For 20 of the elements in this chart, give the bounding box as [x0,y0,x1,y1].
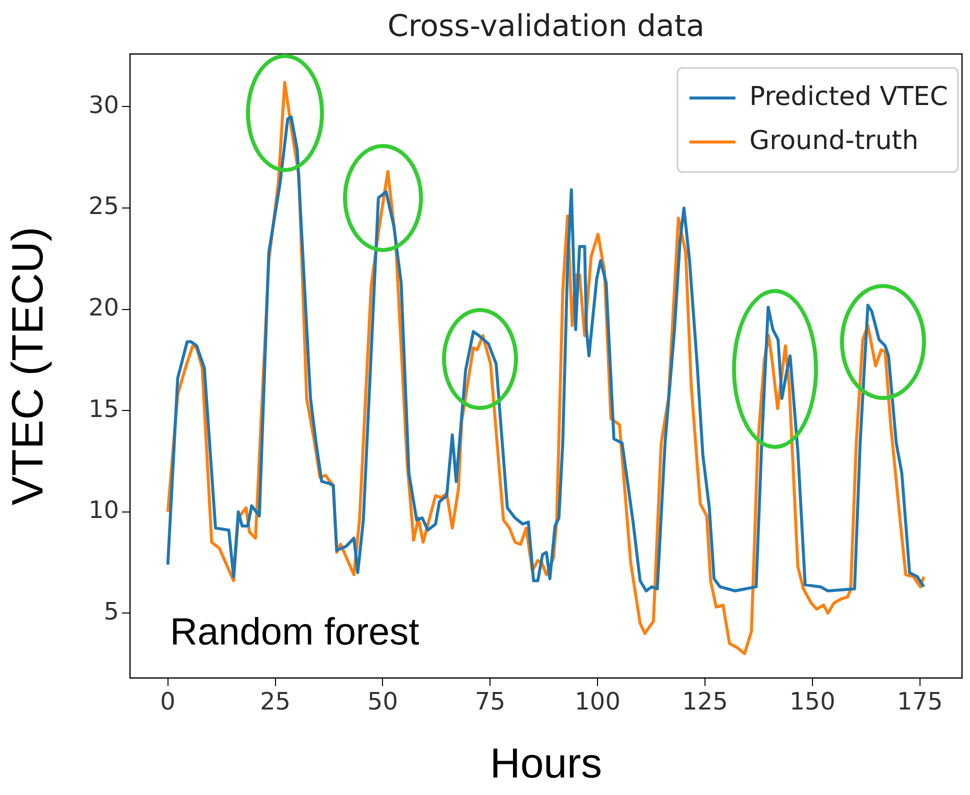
x-axis-title: Hours [490,739,602,786]
chart-title: Cross-validation data [387,8,705,44]
x-tick-label: 25 [260,688,291,716]
legend-label: Predicted VTEC [749,82,948,112]
legend-label: Ground-truth [749,126,918,156]
x-tick-label: 150 [790,688,836,716]
annotation: Random forest [170,611,420,654]
x-tick-label: 75 [474,688,506,716]
y-tick-label: 20 [88,294,119,322]
y-tick-label: 10 [88,496,119,524]
x-tick-label: 175 [896,688,943,716]
x-tick-label: 100 [574,688,620,716]
y-tick-label: 25 [88,192,119,220]
x-tick-label: 125 [682,688,728,716]
y-tick-label: 15 [88,394,119,423]
y-axis-title: VTEC (TECU) [4,226,53,506]
y-tick-label: 5 [104,597,119,626]
x-tick-label: 0 [160,688,176,716]
y-tick-label: 30 [88,90,119,119]
x-tick-label: 50 [367,688,398,716]
